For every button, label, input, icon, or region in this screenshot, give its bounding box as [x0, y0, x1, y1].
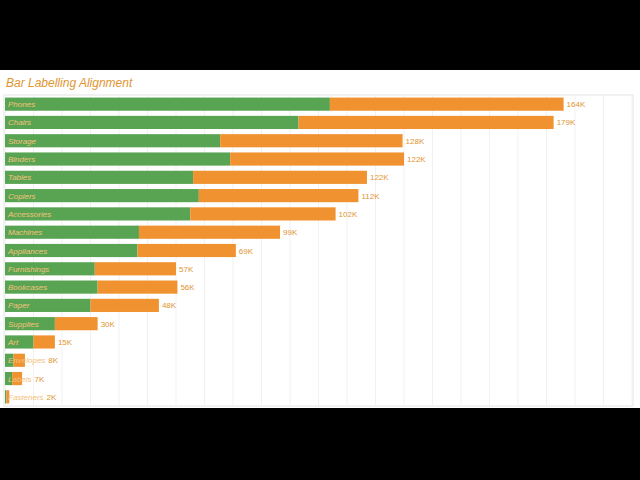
bar-segment [91, 299, 159, 312]
grid-line [546, 95, 547, 406]
bar-segment [220, 134, 402, 147]
category-label: Copiers [8, 192, 36, 201]
bar-segment [5, 171, 193, 184]
grid-line [461, 95, 462, 406]
bar-segment [5, 207, 190, 220]
bar-segment [5, 134, 220, 147]
letterbox [0, 0, 640, 480]
bar-segment [330, 98, 564, 111]
category-label: Labels [8, 375, 32, 384]
page [0, 70, 640, 408]
category-label: Bookcases [8, 283, 47, 292]
category-label: Phones [8, 100, 35, 109]
title: Bar Labelling Alignment [6, 76, 133, 90]
grid-line [404, 95, 405, 406]
bar-segment [299, 116, 554, 129]
bar-segment [139, 226, 280, 239]
grid-line [632, 95, 633, 406]
bar-segment [5, 390, 6, 403]
bar-segment [34, 335, 55, 348]
data-label: 2K [47, 393, 57, 402]
bar-segment [5, 299, 91, 312]
grid-line [489, 95, 490, 406]
bar-segment [199, 189, 359, 202]
bar-segment [5, 116, 299, 129]
category-label: Binders [8, 155, 35, 164]
data-label: 48K [162, 301, 177, 310]
category-label: Tables [8, 173, 31, 182]
category-label: Paper [8, 301, 30, 310]
category-label: Chairs [8, 118, 31, 127]
data-label: 164K [567, 100, 586, 109]
grid-line [432, 95, 433, 406]
bar-segment [190, 207, 335, 220]
data-label: 128K [406, 137, 425, 146]
bar-segment [5, 226, 139, 239]
category-label: Art [7, 338, 19, 347]
bar-segment [55, 317, 98, 330]
bar-segment [5, 189, 199, 202]
bar-segment [5, 244, 138, 257]
bar-segment [5, 317, 55, 330]
bar-segment [5, 281, 98, 294]
data-label: 122K [407, 155, 426, 164]
data-label: 57K [179, 265, 194, 274]
grid-line [575, 95, 576, 406]
bar-segment [5, 152, 230, 165]
plot-frame [4, 95, 633, 406]
bar-segment [5, 262, 95, 275]
data-label: 15K [58, 338, 73, 347]
bar-segment [193, 171, 367, 184]
category-label: Appliances [7, 247, 47, 256]
chart: Bar Labelling Alignment Phones 164K Chairs 1… [0, 0, 640, 480]
category-label: Supplies [8, 320, 39, 329]
data-label: 102K [339, 210, 358, 219]
bar-segment [5, 98, 330, 111]
bar-segment [5, 335, 34, 348]
data-label: 8K [48, 356, 58, 365]
data-label: 69K [239, 247, 254, 256]
bar-segment [95, 262, 176, 275]
category-label: Furnishings [8, 265, 49, 274]
data-label: 7K [35, 375, 45, 384]
data-label: 30K [101, 320, 116, 329]
labels: Phones 164K Chairs 179K Storage 128K Binders 12… [7, 100, 586, 402]
category-label: Accessories [7, 210, 51, 219]
grid-line [603, 95, 604, 406]
data-label: 112K [361, 192, 380, 201]
bars [5, 98, 564, 404]
data-label: 56K [180, 283, 195, 292]
grid-line [518, 95, 519, 406]
data-label: 179K [557, 118, 576, 127]
bar-segment [98, 281, 178, 294]
data-label: 99K [283, 228, 298, 237]
bar-segment [230, 152, 404, 165]
category-label: Fasteners [8, 393, 44, 402]
category-label: Storage [8, 137, 37, 146]
data-label: 122K [370, 173, 389, 182]
category-label: Envelopes [8, 356, 45, 365]
bar-segment [138, 244, 236, 257]
category-label: Machines [8, 228, 42, 237]
